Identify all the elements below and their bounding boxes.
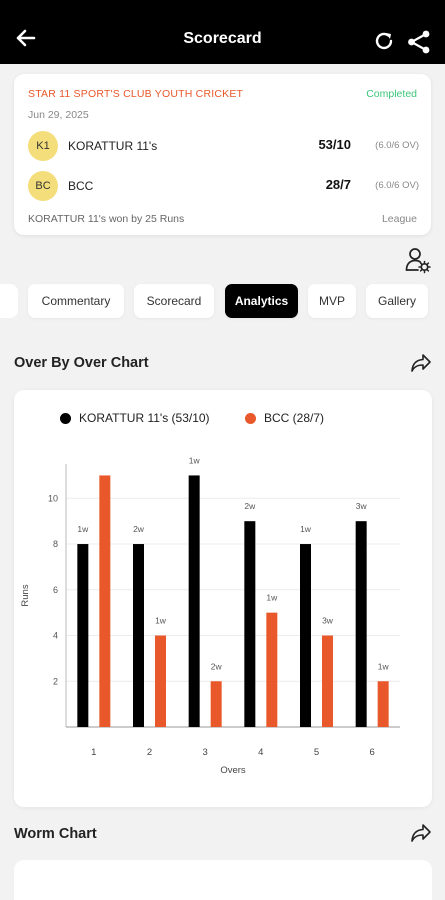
share-arrow-icon[interactable] <box>410 353 432 373</box>
team-score: 53/10 <box>318 137 351 152</box>
bar-series-1-over-4 <box>244 521 256 727</box>
share-arrow-icon[interactable] <box>410 823 432 843</box>
page-title: Scorecard <box>183 30 262 47</box>
over-by-over-title: Over By Over Chart <box>14 355 149 371</box>
legend-label-1: KORATTUR 11's (53/10) <box>79 411 210 425</box>
bar-series-2-over-5 <box>322 635 333 727</box>
y-tick-label: 4 <box>53 631 58 641</box>
match-date: Jun 29, 2025 <box>28 109 89 121</box>
team-overs: (6.0/6 OV) <box>375 140 419 151</box>
share-icon[interactable] <box>406 29 432 55</box>
bar-series-1-over-5 <box>300 544 311 727</box>
wicket-label: 1w <box>378 661 390 671</box>
worm-chart-card <box>14 860 432 900</box>
wicket-label: 3w <box>322 616 334 626</box>
bar-series-1-over-2 <box>133 544 144 727</box>
bar-series-2-over-2 <box>155 635 166 727</box>
tab-mvp[interactable]: MVP <box>308 284 356 318</box>
x-tick-label: 4 <box>258 747 263 758</box>
wicket-label: 2w <box>211 661 223 671</box>
bar-series-2-over-6 <box>377 681 389 727</box>
team-overs: (6.0/6 OV) <box>375 180 419 191</box>
arrow-left-icon[interactable] <box>12 24 40 52</box>
wicket-label: 1w <box>300 524 312 534</box>
wicket-label: 3w <box>356 501 368 511</box>
team-score: 28/7 <box>325 177 351 192</box>
legend-item-1: KORATTUR 11's (53/10) <box>60 410 210 426</box>
bar-series-2-over-3 <box>210 681 222 727</box>
bar-series-1-over-1 <box>77 544 89 727</box>
person-settings-icon[interactable] <box>405 246 431 274</box>
match-type: League <box>381 213 417 225</box>
tab-gallery[interactable]: Gallery <box>366 284 428 318</box>
app-header: Scorecard <box>0 0 445 64</box>
y-tick-label: 10 <box>48 493 58 503</box>
tab-analytics[interactable]: Analytics <box>225 284 298 318</box>
team-name: BCC <box>68 179 94 193</box>
wicket-label: 1w <box>155 616 167 626</box>
wicket-label: 2w <box>244 501 256 511</box>
legend-swatch-1 <box>60 412 71 424</box>
bar-series-2-over-4 <box>266 612 278 727</box>
bar-series-2-over-1 <box>99 475 111 727</box>
y-axis-label: Runs <box>20 584 31 606</box>
team-row-2: BC BCC 28/7 (6.0/6 OV) <box>28 171 419 201</box>
tab-scroll-edge <box>0 284 18 318</box>
team-row-1: K1 KORATTUR 11's 53/10 (6.0/6 OV) <box>28 131 419 161</box>
legend-swatch-2 <box>245 412 256 424</box>
wicket-label: 1w <box>266 593 278 603</box>
tab-commentary[interactable]: Commentary <box>28 284 124 318</box>
y-tick-label: 2 <box>53 676 58 686</box>
over-by-over-chart-card: KORATTUR 11's (53/10) BCC (28/7) 2 4 6 8 10 R… <box>14 390 432 807</box>
tournament-name: STAR 11 SPORT'S CLUB YOUTH CRICKET <box>28 88 244 100</box>
bar-series-1-over-6 <box>355 521 367 727</box>
x-tick-label: 6 <box>370 747 375 758</box>
wicket-label: 1w <box>77 524 89 534</box>
x-tick-label: 2 <box>147 747 152 758</box>
team-badge: BC <box>28 171 58 201</box>
match-result: KORATTUR 11's won by 25 Runs <box>28 213 185 225</box>
bar-series-1-over-3 <box>188 475 200 727</box>
team-name: KORATTUR 11's <box>68 139 158 153</box>
wicket-label: 1w <box>189 455 201 465</box>
x-axis-label: Overs <box>220 765 246 776</box>
wicket-label: 2w <box>133 524 145 534</box>
match-status: Completed <box>366 88 417 100</box>
match-summary-card[interactable]: STAR 11 SPORT'S CLUB YOUTH CRICKET Compl… <box>14 74 431 235</box>
x-tick-label: 1 <box>91 747 96 758</box>
team-badge: K1 <box>28 131 58 161</box>
y-tick-label: 6 <box>53 585 58 595</box>
legend-item-2: BCC (28/7) <box>245 410 324 426</box>
legend-label-2: BCC (28/7) <box>264 411 325 425</box>
over-by-over-chart: 2 4 6 8 10 Runs Overs 1 1w 2 2w 1w 3 1w 2w 4 2w 1w 5 1w 3w 6 3… <box>20 455 400 776</box>
refresh-icon[interactable] <box>372 29 396 53</box>
x-tick-label: 3 <box>203 747 208 758</box>
y-tick-label: 8 <box>53 539 58 549</box>
tab-scorecard[interactable]: Scorecard <box>134 284 214 318</box>
worm-chart-title: Worm Chart <box>14 826 97 842</box>
x-tick-label: 5 <box>314 747 319 758</box>
